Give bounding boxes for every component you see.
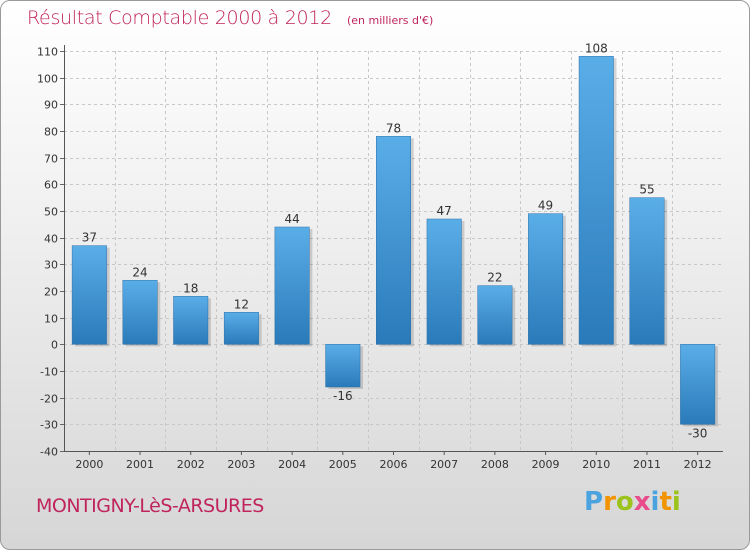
x-tick-label: 2008 xyxy=(481,458,509,471)
bar xyxy=(223,312,259,345)
bar xyxy=(680,344,716,425)
y-tick-label: 60 xyxy=(44,179,58,192)
x-tick-label: 2003 xyxy=(227,458,255,471)
x-tick-label: 2002 xyxy=(177,458,205,471)
commune-name: MONTIGNY-LèS-ARSURES xyxy=(36,495,264,517)
chart-title: Résultat Comptable 2000 à 2012 xyxy=(27,7,332,29)
x-tick-label: 2006 xyxy=(380,458,408,471)
y-tick-label: 100 xyxy=(37,73,58,86)
logo-letter: x xyxy=(633,487,651,517)
y-tick-label: -10 xyxy=(40,366,58,379)
y-tick-label: -30 xyxy=(40,419,58,432)
y-tick-label: -20 xyxy=(40,393,58,406)
logo-letter: o xyxy=(615,487,634,517)
data-label: -30 xyxy=(688,426,708,440)
logo-letter: i xyxy=(671,487,681,517)
bar xyxy=(578,56,614,345)
y-tick-label: 110 xyxy=(37,46,58,59)
logo-letter: i xyxy=(650,487,660,517)
bar xyxy=(71,245,107,345)
y-tick-label: 0 xyxy=(51,339,58,352)
data-label: 18 xyxy=(183,281,198,295)
data-label: 108 xyxy=(585,41,608,55)
title-row: Résultat Comptable 2000 à 2012 (en milli… xyxy=(27,7,433,29)
bar xyxy=(173,296,209,345)
x-tick-label: 2001 xyxy=(126,458,154,471)
y-tick-label: 50 xyxy=(44,206,58,219)
bars xyxy=(71,56,718,427)
data-label: 55 xyxy=(639,183,654,197)
proxiti-logo: Proxiti xyxy=(584,487,681,517)
y-tick-label: 30 xyxy=(44,259,58,272)
bar xyxy=(426,218,462,345)
data-label: 37 xyxy=(82,231,97,245)
data-label: -16 xyxy=(333,389,353,403)
bar xyxy=(629,197,665,345)
y-tick-label: -40 xyxy=(40,446,58,459)
logo-letter: t xyxy=(659,487,672,517)
bar xyxy=(376,136,411,345)
logo-letter: P xyxy=(584,487,604,517)
y-tick-label: 40 xyxy=(44,233,58,246)
bar xyxy=(325,344,361,388)
x-tick-label: 2004 xyxy=(278,458,306,471)
x-tick-label: 2012 xyxy=(684,458,712,471)
x-tick-label: 2011 xyxy=(633,458,661,471)
y-tick-label: 10 xyxy=(44,313,58,326)
y-tick-label: 90 xyxy=(44,99,58,112)
bar xyxy=(477,285,513,345)
bar xyxy=(528,213,564,345)
x-tick-label: 2009 xyxy=(532,458,560,471)
data-label: 12 xyxy=(234,297,249,311)
x-tick-label: 2010 xyxy=(582,458,610,471)
bar xyxy=(274,226,310,345)
data-label: 47 xyxy=(437,204,452,218)
data-label: 78 xyxy=(386,121,401,135)
y-tick-label: 20 xyxy=(44,286,58,299)
logo-letter: r xyxy=(603,487,616,517)
axes: 1101009080706050403020100-10-20-30-40200… xyxy=(37,45,723,471)
x-tick-label: 2007 xyxy=(430,458,458,471)
data-label: 22 xyxy=(487,271,502,285)
y-tick-label: 70 xyxy=(44,153,58,166)
chart-subtitle: (en milliers d'€) xyxy=(346,14,434,27)
data-label: 44 xyxy=(284,212,299,226)
x-tick-label: 2005 xyxy=(329,458,357,471)
bar xyxy=(122,280,158,345)
labels: 37 24 18 12 44 -16 78 47 22 49 108 55 -30 xyxy=(82,41,708,440)
x-tick-label: 2000 xyxy=(75,458,103,471)
y-tick-label: 80 xyxy=(44,126,58,139)
data-label: 49 xyxy=(538,199,553,213)
data-label: 24 xyxy=(132,265,147,279)
